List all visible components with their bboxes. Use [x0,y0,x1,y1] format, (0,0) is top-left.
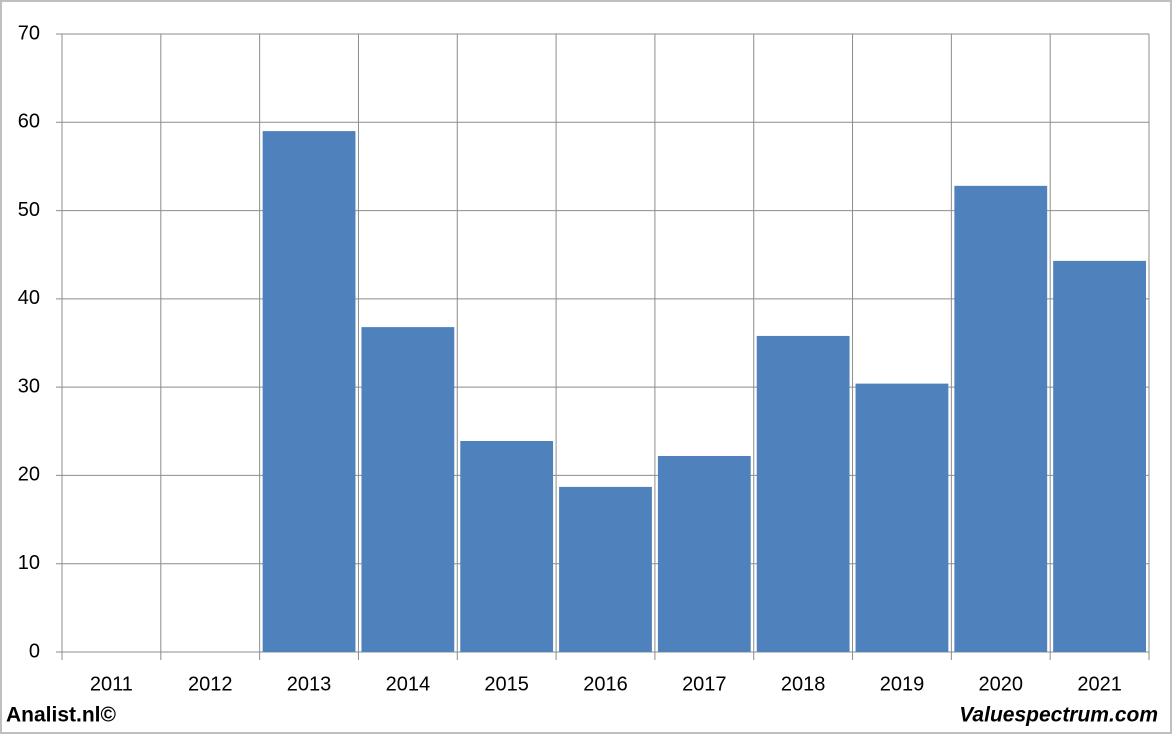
bar [361,327,455,652]
bar [756,335,850,652]
x-tick-label: 2017 [682,673,727,695]
x-tick-label: 2012 [188,673,233,695]
y-tick-label: 70 [18,22,40,44]
x-tick-label: 2013 [287,673,332,695]
x-tick-label: 2021 [1077,673,1122,695]
x-tick-label: 2020 [979,673,1024,695]
bar [262,131,356,653]
y-tick-label: 30 [18,375,40,397]
footer-left: Analist.nl© [6,704,117,727]
footer-right: Valuespectrum.com [959,704,1158,727]
y-tick-label: 40 [18,287,40,309]
x-tick-label: 2015 [484,673,529,695]
bar [460,440,554,652]
x-tick-label: 2016 [583,673,628,695]
x-tick-label: 2019 [880,673,925,695]
bar [1053,260,1146,652]
y-tick-label: 20 [18,464,40,486]
y-tick-label: 50 [18,199,40,221]
y-tick-label: 60 [18,111,40,133]
bar [559,486,652,652]
x-tick-label: 2014 [386,673,431,695]
bar [954,185,1048,652]
bar [855,383,949,652]
x-tick-label: 2018 [781,673,826,695]
x-tick-label: 2011 [90,673,133,695]
y-tick-label: 0 [29,640,40,662]
bar [657,456,751,652]
y-tick-label: 10 [18,552,40,574]
